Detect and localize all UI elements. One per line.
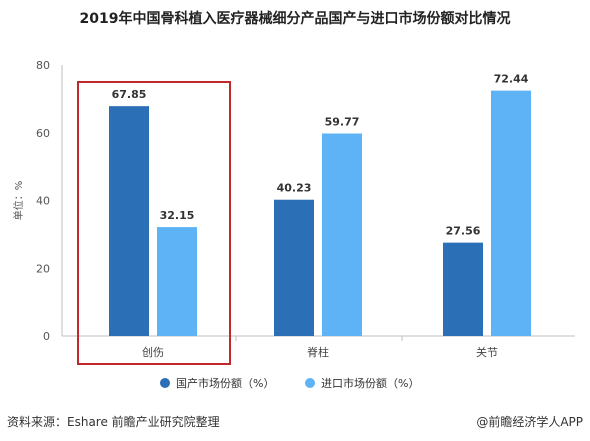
legend-marker — [305, 378, 315, 388]
bar-domestic — [109, 106, 149, 336]
y-tick-label: 20 — [36, 262, 50, 275]
x-tick-label: 脊柱 — [307, 345, 329, 359]
x-tick-label: 创伤 — [142, 346, 164, 359]
highlight-box — [77, 81, 231, 365]
legend-label: 进口市场份额（%） — [321, 376, 419, 390]
legend-label: 国产市场份额（%） — [176, 376, 274, 390]
y-tick-label: 40 — [36, 195, 50, 208]
brand-note: @前瞻经济学人APP — [476, 415, 583, 429]
y-tick-label: 60 — [36, 127, 50, 140]
bar-import — [322, 133, 362, 336]
legend-marker — [160, 378, 170, 388]
bar-domestic — [274, 199, 314, 336]
data-label: 72.44 — [494, 73, 529, 86]
bar-import — [157, 227, 197, 336]
x-tick-label: 关节 — [476, 345, 498, 359]
data-label: 40.23 — [277, 182, 312, 195]
data-label: 27.56 — [446, 225, 481, 238]
bar-domestic — [443, 242, 483, 336]
data-label: 59.77 — [325, 116, 360, 129]
y-tick-label: 0 — [43, 330, 50, 343]
chart-title: 2019年中国骨科植入医疗器械细分产品国产与进口市场份额对比情况 — [79, 11, 511, 27]
bar-import — [491, 90, 531, 336]
y-tick-label: 80 — [36, 59, 50, 72]
data-label: 32.15 — [160, 209, 195, 222]
data-label: 67.85 — [112, 88, 147, 101]
source-note: 资料来源：Eshare 前瞻产业研究院整理 — [7, 415, 220, 429]
y-axis-label: 单位：% — [12, 181, 25, 221]
